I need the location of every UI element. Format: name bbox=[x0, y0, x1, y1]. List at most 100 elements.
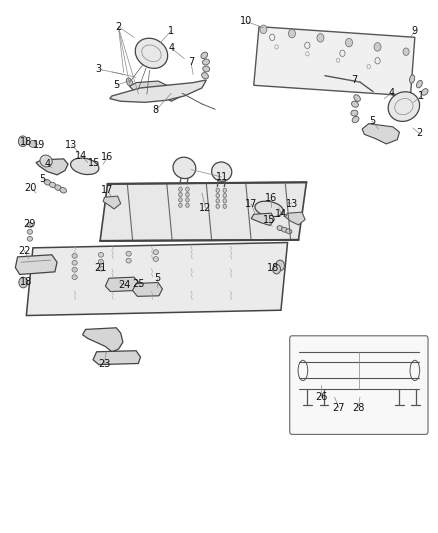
Text: 4: 4 bbox=[45, 159, 51, 169]
Circle shape bbox=[178, 198, 182, 202]
Text: 28: 28 bbox=[351, 403, 364, 413]
Text: 1: 1 bbox=[168, 26, 174, 36]
Ellipse shape bbox=[134, 86, 141, 93]
Text: 5: 5 bbox=[368, 116, 374, 126]
Circle shape bbox=[275, 260, 284, 271]
Ellipse shape bbox=[351, 101, 357, 107]
Text: 23: 23 bbox=[98, 359, 110, 368]
Text: 4: 4 bbox=[388, 88, 394, 98]
Circle shape bbox=[223, 204, 226, 208]
Polygon shape bbox=[93, 351, 140, 365]
Text: 27: 27 bbox=[332, 403, 344, 413]
Text: 25: 25 bbox=[132, 279, 144, 288]
Polygon shape bbox=[105, 277, 139, 292]
Ellipse shape bbox=[143, 91, 151, 98]
Ellipse shape bbox=[55, 185, 61, 190]
Circle shape bbox=[185, 198, 189, 202]
Ellipse shape bbox=[153, 256, 158, 262]
Circle shape bbox=[215, 188, 219, 192]
Text: 17: 17 bbox=[101, 185, 113, 195]
Circle shape bbox=[178, 187, 182, 191]
Polygon shape bbox=[15, 255, 57, 274]
Ellipse shape bbox=[201, 52, 207, 59]
Ellipse shape bbox=[126, 251, 131, 256]
Text: 7: 7 bbox=[187, 58, 194, 67]
Ellipse shape bbox=[72, 274, 77, 280]
Polygon shape bbox=[36, 159, 68, 175]
Ellipse shape bbox=[202, 59, 209, 65]
Ellipse shape bbox=[416, 80, 421, 88]
Ellipse shape bbox=[351, 117, 358, 123]
Circle shape bbox=[223, 193, 226, 198]
Circle shape bbox=[288, 29, 295, 38]
Polygon shape bbox=[132, 282, 162, 296]
Ellipse shape bbox=[40, 155, 52, 167]
Text: 10: 10 bbox=[239, 17, 251, 26]
Ellipse shape bbox=[201, 72, 208, 79]
Ellipse shape bbox=[254, 201, 283, 217]
Ellipse shape bbox=[98, 266, 103, 271]
Ellipse shape bbox=[72, 260, 77, 265]
Ellipse shape bbox=[72, 267, 77, 272]
Ellipse shape bbox=[27, 237, 32, 241]
Text: 5: 5 bbox=[113, 80, 119, 90]
Ellipse shape bbox=[27, 223, 32, 228]
Text: 5: 5 bbox=[154, 273, 160, 283]
Text: 24: 24 bbox=[118, 280, 130, 289]
Text: 2: 2 bbox=[415, 128, 421, 138]
Polygon shape bbox=[103, 196, 120, 209]
Ellipse shape bbox=[276, 225, 283, 231]
Text: 2: 2 bbox=[115, 22, 121, 31]
Text: 13: 13 bbox=[65, 140, 78, 150]
Polygon shape bbox=[26, 243, 287, 316]
Polygon shape bbox=[129, 81, 184, 101]
Text: 20: 20 bbox=[25, 183, 37, 192]
Circle shape bbox=[373, 43, 380, 51]
Text: 11: 11 bbox=[215, 172, 227, 182]
Circle shape bbox=[215, 193, 219, 198]
Text: 9: 9 bbox=[411, 26, 417, 36]
Polygon shape bbox=[100, 182, 306, 241]
Ellipse shape bbox=[98, 259, 103, 264]
Text: 8: 8 bbox=[152, 106, 159, 115]
Text: 14: 14 bbox=[75, 151, 87, 160]
Ellipse shape bbox=[126, 258, 131, 263]
Polygon shape bbox=[253, 27, 414, 96]
Text: 15: 15 bbox=[88, 158, 100, 167]
Text: 13: 13 bbox=[285, 199, 297, 208]
Text: 5: 5 bbox=[39, 174, 46, 183]
Circle shape bbox=[402, 48, 408, 55]
Polygon shape bbox=[110, 80, 206, 102]
FancyBboxPatch shape bbox=[289, 336, 427, 434]
Ellipse shape bbox=[27, 229, 32, 235]
Text: 14: 14 bbox=[275, 209, 287, 219]
Circle shape bbox=[223, 199, 226, 203]
Circle shape bbox=[215, 199, 219, 203]
Ellipse shape bbox=[44, 180, 50, 185]
Text: 12: 12 bbox=[199, 203, 211, 213]
Ellipse shape bbox=[281, 227, 287, 232]
Ellipse shape bbox=[153, 249, 158, 255]
Circle shape bbox=[185, 187, 189, 191]
Ellipse shape bbox=[49, 182, 56, 188]
Text: 22: 22 bbox=[18, 246, 30, 255]
Polygon shape bbox=[82, 328, 123, 352]
Ellipse shape bbox=[387, 92, 419, 122]
Text: 3: 3 bbox=[95, 64, 102, 74]
Circle shape bbox=[178, 203, 182, 207]
Ellipse shape bbox=[60, 188, 66, 193]
Circle shape bbox=[185, 203, 189, 207]
Ellipse shape bbox=[71, 158, 99, 175]
Circle shape bbox=[316, 34, 323, 42]
Ellipse shape bbox=[202, 66, 209, 72]
Circle shape bbox=[345, 38, 352, 47]
Circle shape bbox=[223, 188, 226, 192]
Circle shape bbox=[178, 192, 182, 197]
Ellipse shape bbox=[29, 141, 37, 147]
Ellipse shape bbox=[409, 75, 414, 83]
Text: 18: 18 bbox=[20, 138, 32, 147]
Circle shape bbox=[19, 277, 28, 288]
Polygon shape bbox=[361, 124, 399, 144]
Ellipse shape bbox=[211, 162, 231, 181]
Text: 17: 17 bbox=[244, 199, 257, 208]
